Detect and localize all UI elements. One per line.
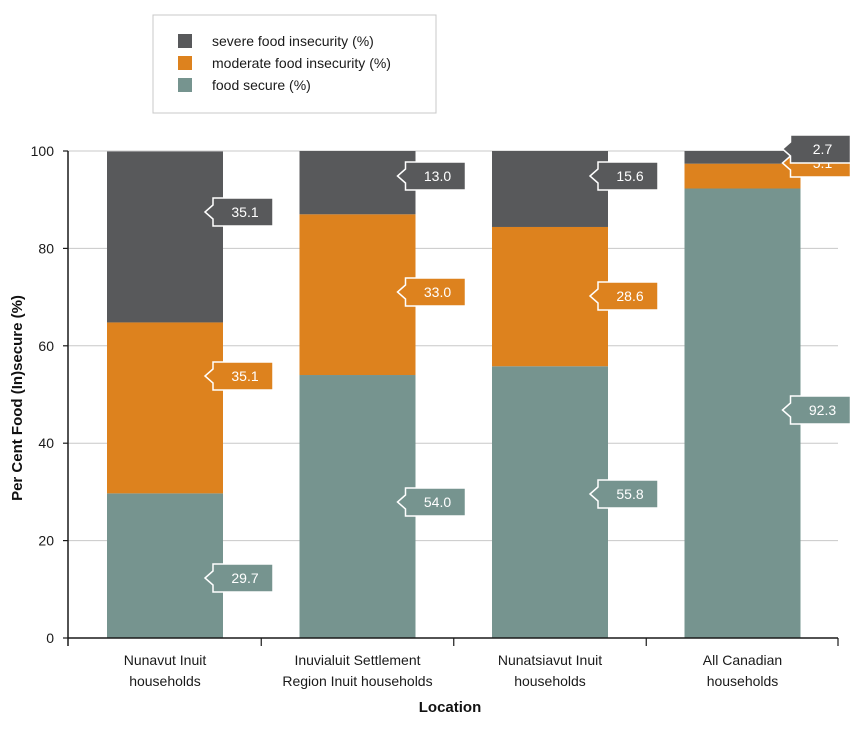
svg-text:13.0: 13.0 xyxy=(424,168,451,184)
legend-item: severe food insecurity (%) xyxy=(178,33,374,49)
legend-label: severe food insecurity (%) xyxy=(212,33,374,49)
data-label: 35.1 xyxy=(203,197,274,227)
bar-segment xyxy=(107,151,223,323)
x-category-label: Inuvialuit Settlement Region Inuit househ… xyxy=(282,652,432,689)
legend-item: food secure (%) xyxy=(178,77,311,93)
x-category-label: Nunatsiavut Inuit households xyxy=(498,652,602,689)
bar-segment xyxy=(107,322,223,494)
bar-segment xyxy=(684,188,801,638)
axes: 0 20 40 60 80 100 Nunavut Inuit households Inuvi… xyxy=(31,143,839,689)
bar-segment xyxy=(492,226,608,367)
bar-segment xyxy=(299,151,416,215)
y-tick-label: 100 xyxy=(31,143,55,159)
bar-segment xyxy=(299,375,416,638)
data-label: 35.1 xyxy=(203,361,274,391)
svg-text:2.7: 2.7 xyxy=(813,141,833,157)
legend-swatch xyxy=(178,78,192,92)
svg-text:33.0: 33.0 xyxy=(424,284,451,300)
x-category-label: Nunavut Inuit households xyxy=(124,652,207,689)
data-label: 28.6 xyxy=(588,281,659,311)
svg-text:28.6: 28.6 xyxy=(616,288,643,304)
legend-box xyxy=(152,14,437,114)
y-tick-label: 60 xyxy=(38,338,54,354)
bar-segment xyxy=(684,163,801,189)
data-label: 33.0 xyxy=(396,277,467,307)
y-axis-title: Per Cent Food (In)secure (%) xyxy=(9,295,26,501)
svg-text:92.3: 92.3 xyxy=(809,402,836,418)
legend-label: food secure (%) xyxy=(212,77,311,93)
legend-label: moderate food insecurity (%) xyxy=(212,55,391,71)
svg-text:54.0: 54.0 xyxy=(424,494,451,510)
data-label: 92.3 xyxy=(781,395,852,425)
y-tick-label: 40 xyxy=(38,435,54,451)
bar-segment xyxy=(299,214,416,376)
y-tick-label: 20 xyxy=(38,533,54,549)
data-label: 15.6 xyxy=(588,161,659,191)
data-label: 2.7 xyxy=(781,134,852,164)
legend-swatch xyxy=(178,34,192,48)
svg-text:35.1: 35.1 xyxy=(231,204,258,220)
bar-segment xyxy=(107,493,223,638)
svg-text:55.8: 55.8 xyxy=(616,486,643,502)
data-label: 54.0 xyxy=(396,487,467,517)
data-label: 29.7 xyxy=(203,563,274,593)
x-axis-title: Location xyxy=(419,699,482,716)
data-labels: 29.7 35.1 35.1 54.0 33.0 13.0 55.8 28.6 15.6 92.3… xyxy=(203,134,852,593)
legend-item: moderate food insecurity (%) xyxy=(178,55,391,71)
bars xyxy=(107,151,801,638)
legend: severe food insecurity (%) moderate food … xyxy=(152,14,437,114)
y-tick-label: 0 xyxy=(46,630,54,646)
svg-text:29.7: 29.7 xyxy=(231,570,258,586)
svg-text:35.1: 35.1 xyxy=(231,368,258,384)
y-tick-label: 80 xyxy=(38,240,54,256)
data-label: 55.8 xyxy=(588,479,659,509)
svg-text:15.6: 15.6 xyxy=(616,168,643,184)
legend-swatch xyxy=(178,56,192,70)
x-category-label: All Canadian households xyxy=(703,652,782,689)
bar-segment xyxy=(492,151,608,227)
data-label: 13.0 xyxy=(396,161,467,191)
bar-segment xyxy=(684,151,801,164)
bar-segment xyxy=(492,366,608,638)
